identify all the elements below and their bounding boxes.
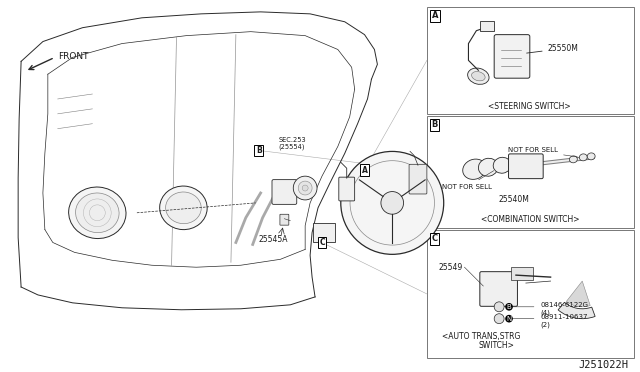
Text: <STEERING SWITCH>: <STEERING SWITCH> xyxy=(488,102,571,111)
Ellipse shape xyxy=(570,156,577,163)
Circle shape xyxy=(302,185,308,191)
Text: B: B xyxy=(431,120,438,129)
Bar xyxy=(427,230,634,358)
FancyBboxPatch shape xyxy=(312,223,335,242)
Text: 08146-6122G: 08146-6122G xyxy=(541,302,589,308)
Circle shape xyxy=(293,176,317,200)
FancyBboxPatch shape xyxy=(409,164,427,194)
Circle shape xyxy=(298,181,312,195)
Text: NOT FOR SELL: NOT FOR SELL xyxy=(508,147,577,157)
Ellipse shape xyxy=(68,187,126,238)
Circle shape xyxy=(340,151,444,254)
Ellipse shape xyxy=(159,186,207,230)
Wedge shape xyxy=(351,206,362,230)
Ellipse shape xyxy=(479,158,498,176)
Text: (2): (2) xyxy=(541,321,550,328)
Text: 08911-10637: 08911-10637 xyxy=(541,314,588,320)
Text: J251022H: J251022H xyxy=(579,360,628,370)
Text: SWITCH>: SWITCH> xyxy=(478,341,514,350)
Ellipse shape xyxy=(579,154,587,161)
Text: C: C xyxy=(432,234,438,243)
Text: NOT FOR SELL: NOT FOR SELL xyxy=(442,171,494,190)
Ellipse shape xyxy=(472,71,485,81)
Ellipse shape xyxy=(463,159,486,179)
Text: 25545A: 25545A xyxy=(259,235,288,244)
FancyBboxPatch shape xyxy=(272,180,297,204)
Text: 25550M: 25550M xyxy=(527,44,579,53)
FancyBboxPatch shape xyxy=(339,177,355,201)
Wedge shape xyxy=(422,206,433,230)
Text: <AUTO TRANS,STRG: <AUTO TRANS,STRG xyxy=(442,332,520,341)
Text: SEC.253
(25554): SEC.253 (25554) xyxy=(278,137,306,150)
FancyBboxPatch shape xyxy=(509,154,543,179)
Wedge shape xyxy=(558,302,595,319)
Text: B: B xyxy=(507,304,511,310)
Bar xyxy=(427,116,634,228)
Text: N: N xyxy=(506,316,511,322)
FancyBboxPatch shape xyxy=(511,267,533,280)
Text: (4): (4) xyxy=(541,310,550,316)
Ellipse shape xyxy=(468,68,489,84)
Text: B: B xyxy=(256,146,262,155)
FancyBboxPatch shape xyxy=(280,214,289,225)
Text: <COMBINATION SWITCH>: <COMBINATION SWITCH> xyxy=(481,215,579,224)
Text: C: C xyxy=(319,238,324,247)
Circle shape xyxy=(381,192,404,214)
Text: 25549: 25549 xyxy=(439,263,463,272)
Circle shape xyxy=(494,302,504,312)
Text: A: A xyxy=(431,11,438,20)
Ellipse shape xyxy=(493,157,511,173)
Bar xyxy=(427,7,634,114)
FancyBboxPatch shape xyxy=(494,35,530,78)
Ellipse shape xyxy=(166,192,201,224)
FancyBboxPatch shape xyxy=(481,21,494,31)
FancyBboxPatch shape xyxy=(480,272,518,306)
Circle shape xyxy=(494,314,504,324)
Text: 25540M: 25540M xyxy=(498,195,529,205)
Ellipse shape xyxy=(76,193,119,232)
Ellipse shape xyxy=(588,153,595,160)
Wedge shape xyxy=(566,281,590,307)
Text: FRONT: FRONT xyxy=(58,52,88,61)
Text: A: A xyxy=(362,166,367,175)
